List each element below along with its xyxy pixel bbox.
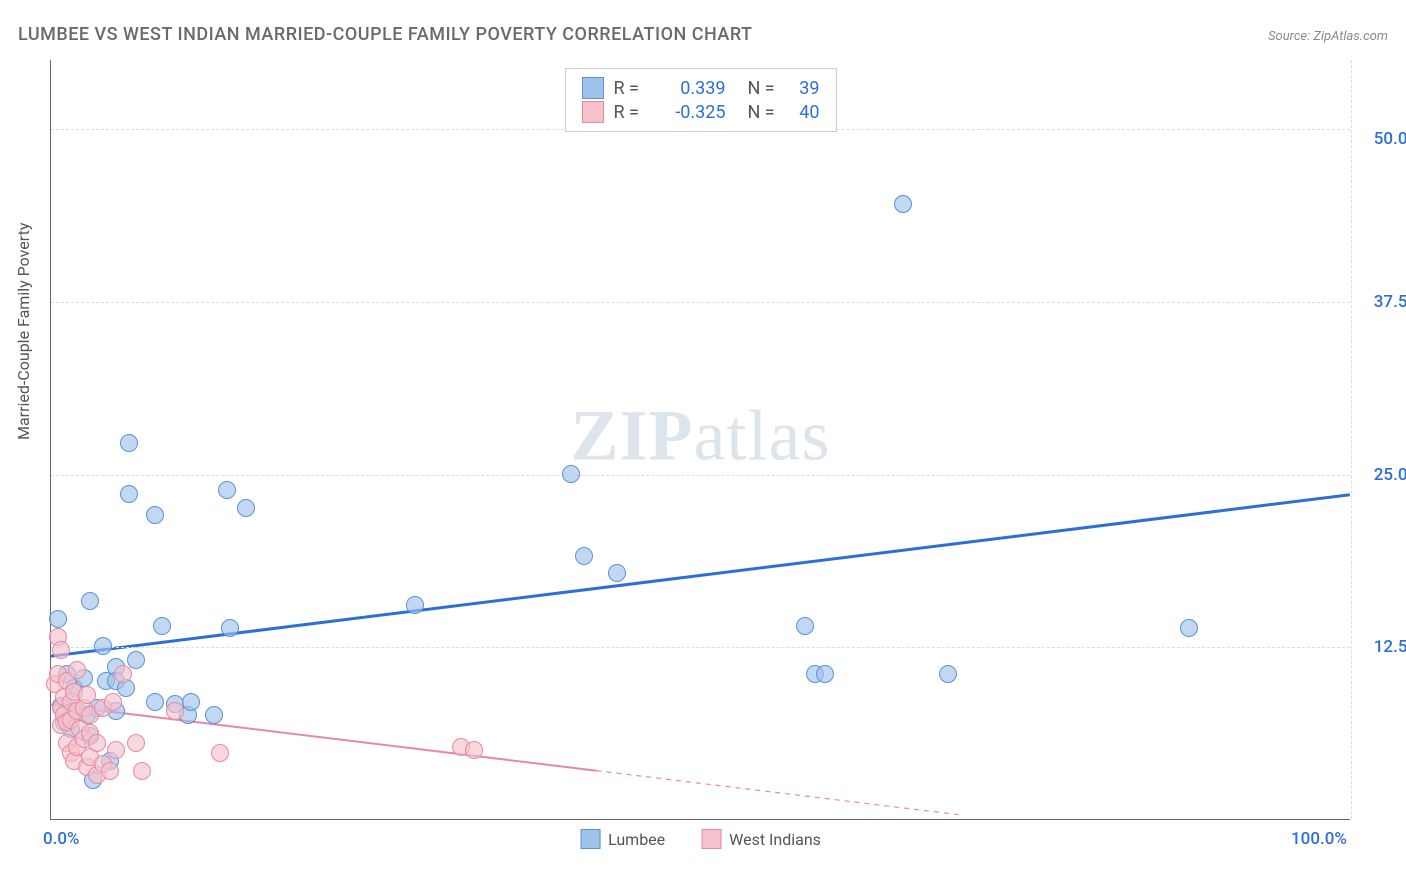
data-point [101,762,119,780]
y-axis-title: Married-Couple Family Poverty [14,223,33,440]
data-point [166,702,184,720]
data-point [205,706,223,724]
data-point [133,762,151,780]
data-point [816,665,834,683]
data-point [127,734,145,752]
data-point [104,693,122,711]
watermark: ZIPatlas [571,394,831,477]
data-point [146,506,164,524]
data-point [52,641,70,659]
data-point [575,547,593,565]
y-tick-label: 25.0% [1360,465,1406,485]
data-point [120,485,138,503]
legend-n-label: N = [748,78,780,99]
legend-row: R = 0.339 N = 39 [582,77,820,99]
data-point [237,499,255,517]
data-point [88,734,106,752]
data-point [182,693,200,711]
data-point [1180,619,1198,637]
legend-r-value: 0.339 [656,78,726,99]
data-point [94,637,112,655]
y-tick-label: 37.5% [1360,292,1406,312]
data-point [218,481,236,499]
series-legend: Lumbee West Indians [580,829,821,849]
data-point [465,741,483,759]
data-point [120,434,138,452]
source-label: Source: ZipAtlas.com [1268,29,1388,44]
legend-n-label: N = [748,102,780,123]
data-point [562,465,580,483]
correlation-legend-box: R = 0.339 N = 39 R = -0.325 N = 40 [565,68,837,132]
data-point [114,665,132,683]
scatter-chart: ZIPatlas R = 0.339 N = 39 R = -0.325 N =… [50,60,1350,820]
data-point [221,619,239,637]
gridline [51,302,1350,303]
legend-swatch-icon [582,77,604,99]
trend-lines [51,60,1350,819]
legend-swatch-icon [582,101,604,123]
gridline [1351,60,1352,819]
legend-item-label: West Indians [729,830,821,849]
data-point [49,610,67,628]
legend-r-label: R = [614,78,646,99]
legend-swatch-icon [701,829,721,849]
data-point [211,744,229,762]
y-tick-label: 12.5% [1360,637,1406,657]
data-point [146,693,164,711]
data-point [608,564,626,582]
y-tick-label: 50.0% [1360,129,1406,149]
data-point [68,661,86,679]
data-point [78,686,96,704]
legend-row: R = -0.325 N = 40 [582,101,820,123]
legend-item: West Indians [701,829,821,849]
gridline [51,475,1350,476]
gridline [51,647,1350,648]
data-point [127,651,145,669]
chart-title: LUMBEE VS WEST INDIAN MARRIED-COUPLE FAM… [18,24,753,45]
legend-r-label: R = [614,102,646,123]
data-point [107,741,125,759]
legend-n-value: 40 [790,102,820,123]
data-point [939,665,957,683]
data-point [81,592,99,610]
legend-n-value: 39 [790,78,820,99]
data-point [796,617,814,635]
legend-item-label: Lumbee [608,830,665,849]
x-tick-label: 0.0% [43,829,80,849]
data-point [894,195,912,213]
x-tick-label: 100.0% [1291,829,1347,849]
data-point [153,617,171,635]
legend-r-value: -0.325 [656,102,726,123]
legend-item: Lumbee [580,829,665,849]
data-point [406,596,424,614]
legend-swatch-icon [580,829,600,849]
